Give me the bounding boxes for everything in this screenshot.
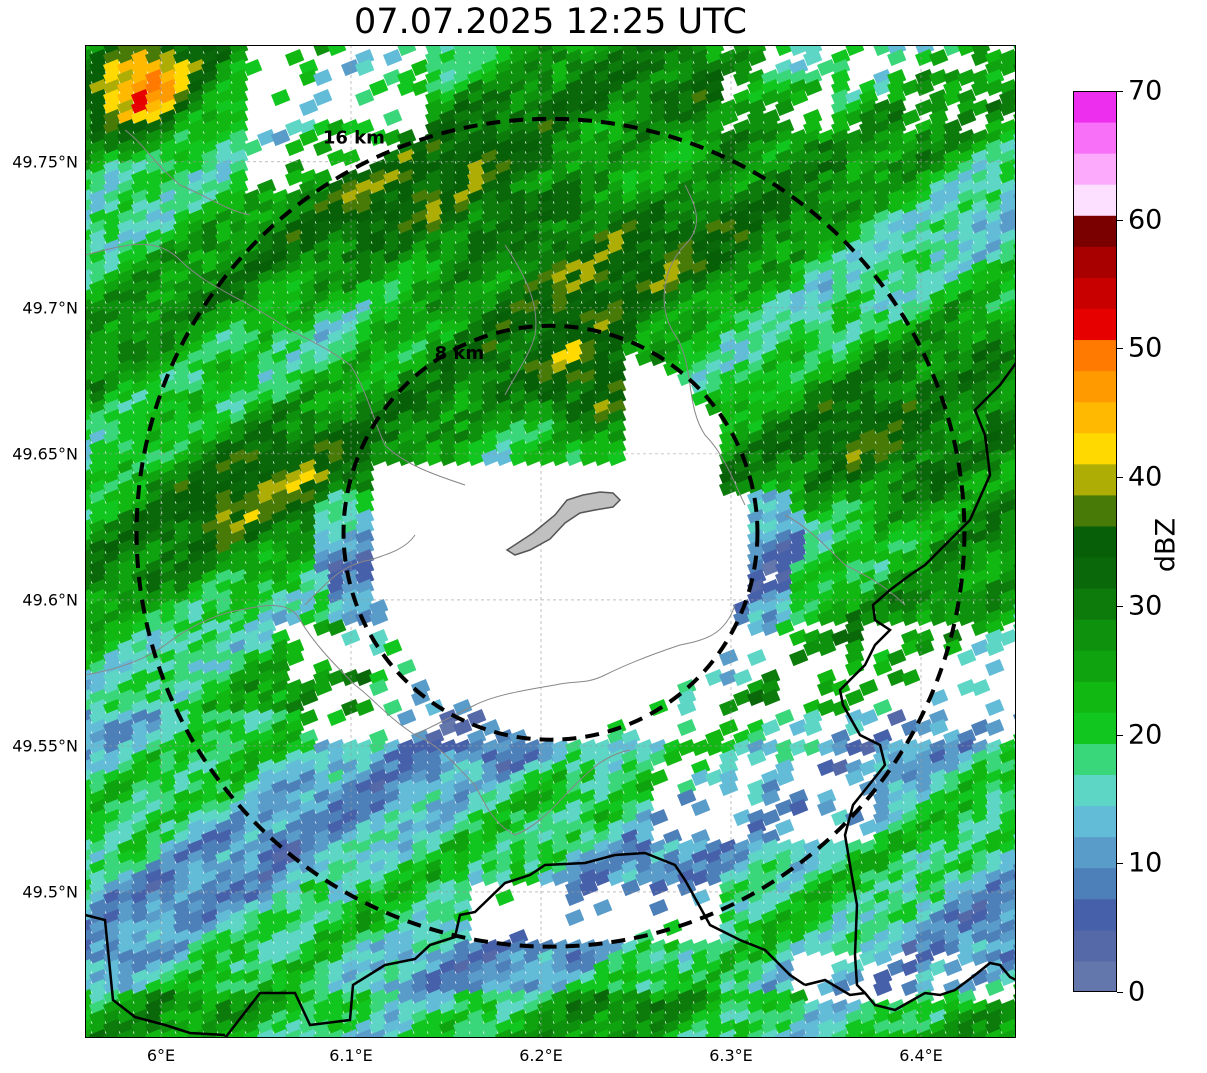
echo-cell: [383, 49, 403, 67]
echo-cell: [397, 79, 417, 97]
echo-cell: [341, 119, 361, 137]
echo-cell: [271, 129, 291, 147]
echo-cell: [243, 139, 263, 157]
echo-cell: [355, 89, 375, 107]
echo-cell: [970, 79, 991, 97]
echo-cell: [845, 45, 865, 57]
echo-cell: [285, 169, 305, 187]
echo-cell: [803, 49, 823, 67]
echo-cell: [243, 59, 263, 77]
echo-cell: [943, 45, 963, 57]
echo-cell: [257, 129, 277, 147]
echo-cell: [887, 49, 907, 67]
echo-cell: [369, 129, 389, 147]
echo-cell: [410, 59, 431, 77]
echo-cell: [872, 45, 893, 57]
echo-cell: [747, 49, 767, 67]
echo-cell: [915, 99, 935, 117]
echo-cell: [313, 119, 333, 137]
radar-map[interactable]: 8 km 16 km: [85, 45, 1016, 1038]
echo-cell: [957, 109, 977, 127]
echo-cell: [383, 69, 403, 87]
echo-cell: [719, 109, 739, 127]
echo-cell: [872, 79, 893, 97]
echo-cell: [789, 89, 809, 107]
echo-cell: [957, 69, 977, 87]
echo-cell: [383, 129, 403, 147]
echo-cell: [341, 59, 361, 77]
echo-cell: [928, 69, 949, 87]
echo-cell: [900, 79, 921, 97]
echo-cell: [970, 99, 991, 117]
echo-cell: [774, 45, 795, 57]
echo-cell: [383, 109, 403, 127]
echo-cell: [774, 99, 795, 117]
echo-cell: [915, 49, 935, 67]
echo-cell: [928, 49, 949, 67]
echo-cell: [817, 59, 837, 77]
echo-cell: [313, 139, 333, 157]
echo-cell: [369, 79, 389, 97]
echo-cell: [901, 109, 921, 127]
echo-cell: [411, 79, 431, 97]
echo-cell: [327, 45, 347, 57]
echo-cell: [845, 109, 865, 127]
echo-cell: [999, 99, 1016, 117]
echo-cell: [285, 119, 305, 137]
echo-cell: [914, 79, 935, 97]
echo-cell: [298, 129, 319, 147]
echo-cell: [313, 89, 333, 107]
echo-cell: [970, 49, 991, 67]
echo-cell: [732, 99, 753, 117]
echo-cell: [271, 89, 291, 107]
echo-cell: [761, 89, 781, 107]
echo-cell: [999, 59, 1016, 77]
echo-cell: [397, 45, 417, 57]
reflectivity-echoes: [85, 45, 1016, 1038]
echo-cell: [313, 69, 333, 87]
echo-cell: [298, 69, 319, 87]
echo-cell: [957, 45, 977, 57]
echo-cell: [355, 59, 375, 77]
echo-cell: [313, 45, 333, 57]
echo-cell: [802, 79, 823, 97]
echo-cell: [719, 59, 739, 77]
echo-cell: [285, 49, 305, 67]
echo-cell: [984, 79, 1005, 97]
echo-cell: [355, 119, 375, 137]
echo-cell: [732, 69, 753, 87]
echo-cell: [789, 45, 809, 57]
map-title: 07.07.2025 12:25 UTC: [354, 2, 747, 42]
echo-cell: [943, 89, 963, 107]
echo-cell: [285, 139, 305, 157]
echo-cell: [299, 99, 319, 117]
echo-cell: [327, 119, 347, 137]
